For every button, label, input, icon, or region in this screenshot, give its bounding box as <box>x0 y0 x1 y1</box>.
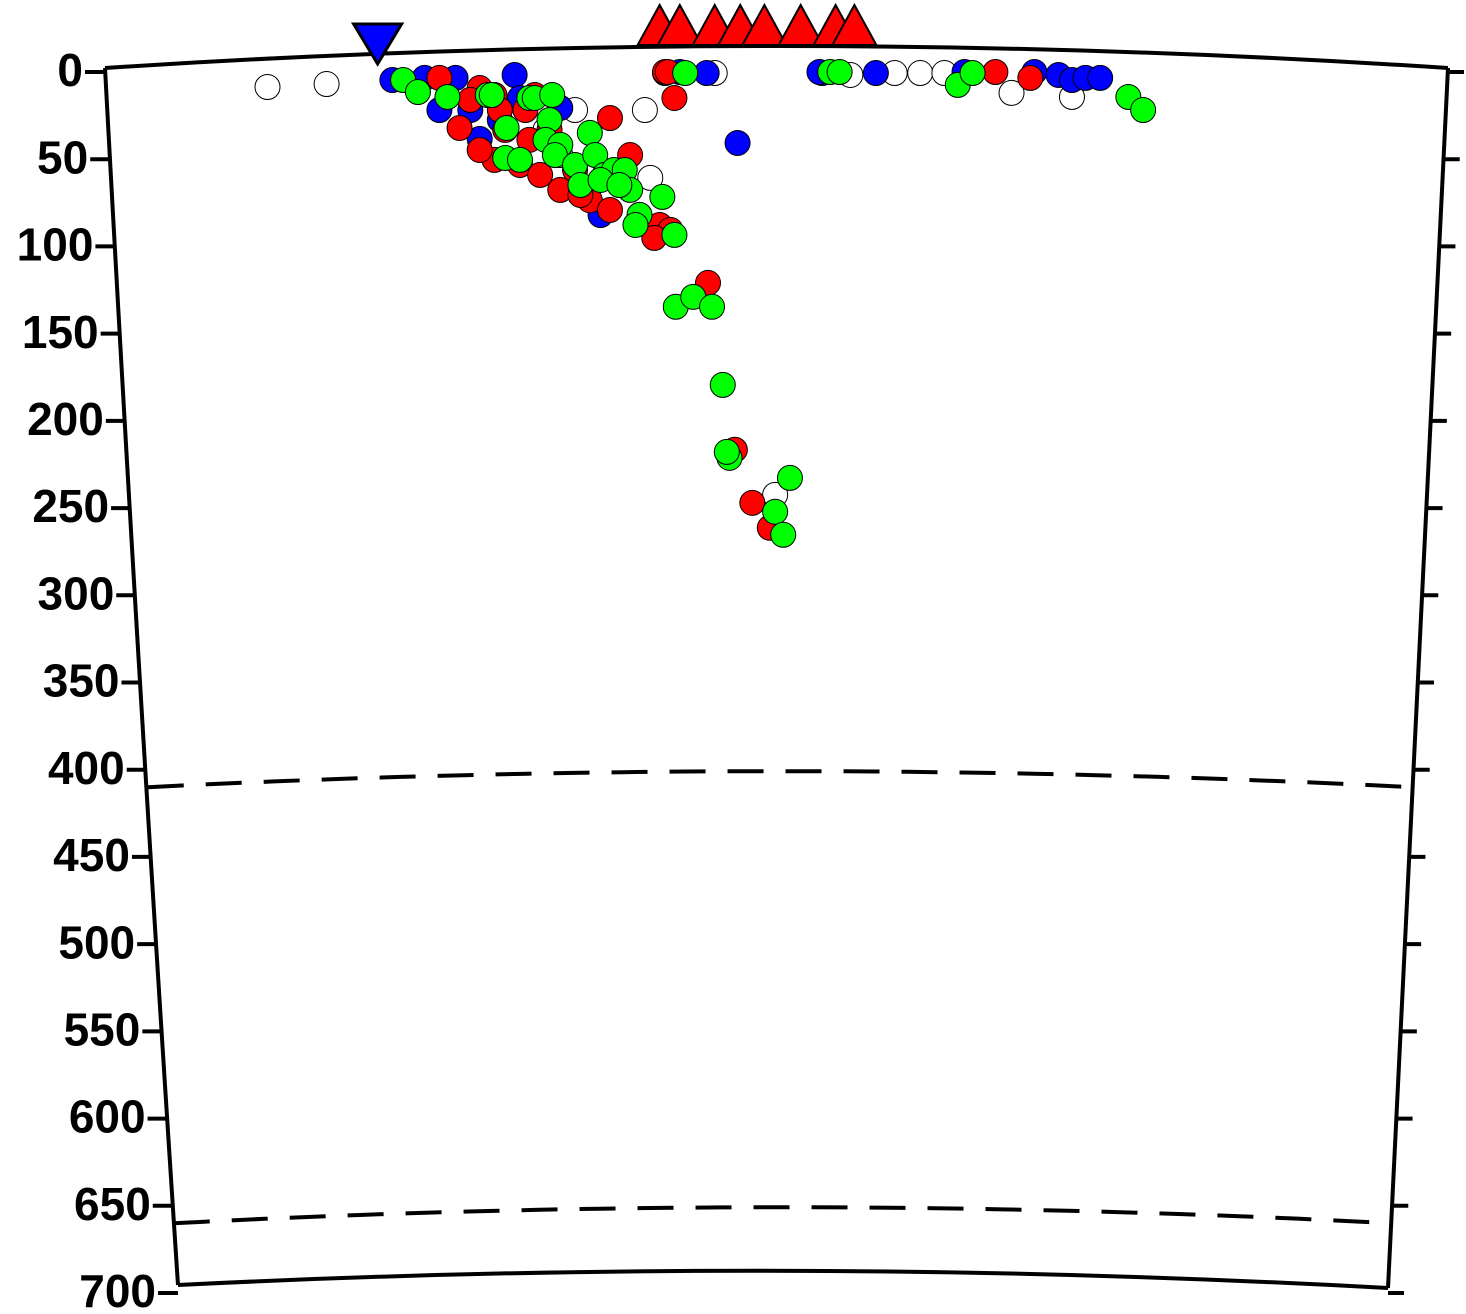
hypocenter <box>699 293 726 320</box>
hypocenter <box>493 114 520 141</box>
reference-line <box>173 1205 1392 1226</box>
y-tick-label: 150 <box>22 306 99 358</box>
y-tick-label: 700 <box>79 1265 156 1314</box>
hypocenter <box>506 146 533 173</box>
hypocenter <box>631 97 658 124</box>
y-tick-label: 400 <box>48 742 125 794</box>
hypocenter <box>527 161 554 188</box>
volcano <box>656 2 704 46</box>
hypocenter <box>770 521 797 548</box>
hypocenter <box>313 71 340 98</box>
hypocenter <box>1130 97 1157 124</box>
hypocenter <box>1087 64 1114 91</box>
hypocenter <box>254 74 281 101</box>
hypocenter <box>649 183 676 210</box>
hypocenter <box>539 82 566 109</box>
hypocenter <box>434 83 461 110</box>
y-tick-label: 0 <box>57 44 83 96</box>
hypocenter <box>446 114 473 141</box>
hypocenter <box>776 464 803 491</box>
volcano <box>776 2 825 46</box>
y-tick-label: 50 <box>37 131 88 183</box>
y-tick-label: 200 <box>27 393 104 445</box>
y-tick-label: 500 <box>58 916 135 968</box>
y-tick-label: 600 <box>69 1091 146 1143</box>
hypocenter <box>998 79 1025 106</box>
hypocenter <box>661 84 688 111</box>
hypocenter <box>576 119 603 146</box>
reference-line <box>147 769 1414 790</box>
hypocenter <box>762 498 789 525</box>
volcano <box>740 2 789 46</box>
frame-bottom <box>177 1268 1389 1290</box>
hypocenter <box>596 105 623 132</box>
y-tick-label: 650 <box>74 1178 151 1230</box>
hypocenter <box>862 60 889 87</box>
hypocenter <box>959 60 986 87</box>
y-tick-label: 450 <box>53 829 130 881</box>
hypocenter <box>661 221 688 248</box>
frame-top <box>104 44 1449 70</box>
hypocenter <box>907 60 934 87</box>
hypocenter <box>982 59 1009 85</box>
hypocenter <box>709 371 736 398</box>
hypocenter <box>606 172 633 199</box>
hypocenter <box>724 129 751 156</box>
hypocenter <box>622 211 649 238</box>
y-tick-label: 250 <box>32 480 109 532</box>
hypocenter <box>478 82 505 109</box>
frame-left <box>103 67 180 1286</box>
y-tick-label: 550 <box>64 1004 141 1056</box>
y-tick-label: 300 <box>38 567 115 619</box>
frame-right <box>1386 67 1450 1289</box>
hypocenter <box>404 79 431 106</box>
trench <box>350 22 405 67</box>
hypocenter <box>637 164 664 191</box>
hypocenter <box>739 489 766 516</box>
hypocenter <box>501 61 528 88</box>
y-tick-label: 100 <box>17 219 94 271</box>
hypocenter <box>1017 64 1044 91</box>
hypocenter <box>826 59 853 85</box>
hypocenter <box>466 136 493 163</box>
hypocenter <box>672 60 699 87</box>
hypocenter <box>596 196 623 223</box>
volcano <box>830 2 879 46</box>
y-tick-label: 350 <box>43 655 120 707</box>
hypocenter <box>713 438 740 465</box>
